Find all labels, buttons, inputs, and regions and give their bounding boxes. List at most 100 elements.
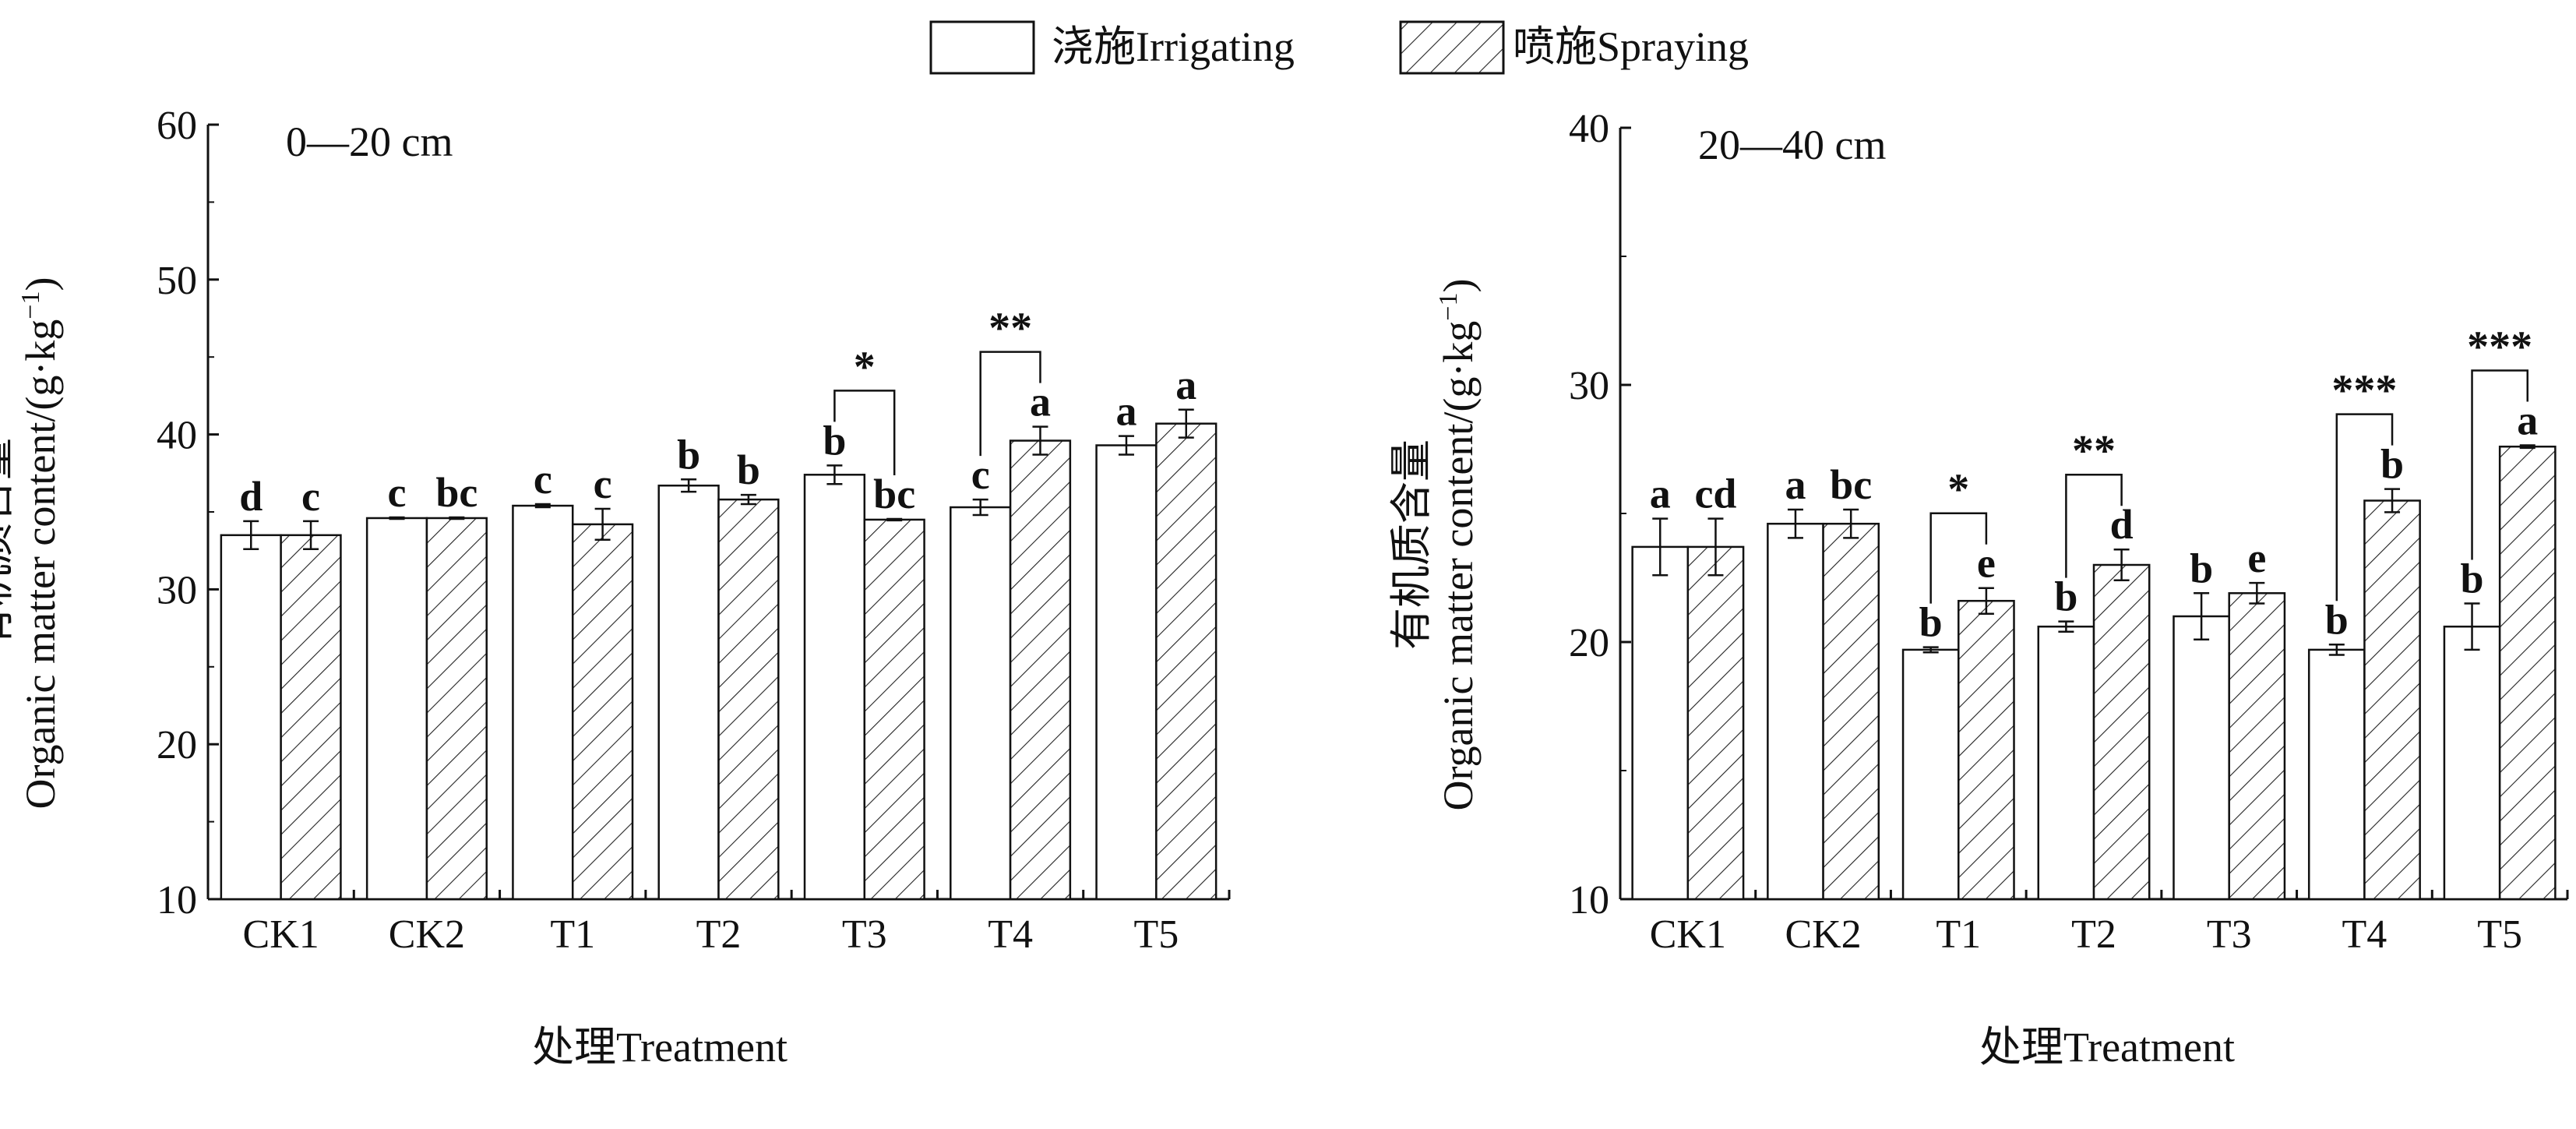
x-tick-label: CK1 bbox=[1650, 912, 1726, 957]
legend-label-irrigating: 浇施Irrigating bbox=[1052, 23, 1295, 70]
significance-letter: d bbox=[239, 473, 263, 520]
y-axis-label-cn: 有机质含量 bbox=[0, 438, 17, 648]
significance-letter: b bbox=[2325, 596, 2349, 643]
y-tick-label: 50 bbox=[157, 259, 197, 303]
bar-irrigating bbox=[803, 474, 866, 901]
significance-letter: b bbox=[2380, 441, 2404, 488]
y-axis-label-en: Organic matter content/(g·kg bbox=[17, 319, 64, 810]
bar-irrigating bbox=[657, 484, 720, 901]
significance-letter: a bbox=[1175, 362, 1196, 408]
y-axis-label: 有机质含量Organic matter content/(g·kg−1) bbox=[0, 277, 64, 810]
significance-letter: bc bbox=[1830, 461, 1872, 508]
y-axis-label-sup: −1 bbox=[16, 291, 45, 319]
bar-spraying bbox=[2498, 445, 2557, 901]
chart-panel-0-20cm: 10 20 30 40 50 60 0—20 cm 处理Treatment 有机质含量Organ… bbox=[0, 104, 1231, 1071]
bar-irrigating bbox=[365, 517, 428, 901]
y-tick-label: 10 bbox=[1569, 878, 1609, 923]
significance-stars: ** bbox=[2072, 427, 2116, 475]
panel-title: 20—40 cm bbox=[1698, 122, 1886, 168]
x-tick-label: T4 bbox=[2342, 912, 2387, 957]
x-axis-label: 处理Treatment bbox=[532, 1024, 788, 1071]
panel-title: 0—20 cm bbox=[286, 118, 453, 165]
significance-letter: b bbox=[737, 446, 760, 493]
significance-bracket bbox=[979, 351, 1041, 457]
x-tick-label: T4 bbox=[988, 912, 1033, 957]
x-tick-label: T1 bbox=[550, 912, 595, 957]
y-axis-label-close: ) bbox=[1435, 279, 1482, 293]
y-axis-label-cn: 有机质含量 bbox=[1388, 439, 1435, 650]
significance-bracket bbox=[1929, 512, 1988, 604]
significance-letter: a bbox=[2517, 397, 2538, 444]
y-tick-label: 60 bbox=[157, 104, 197, 148]
bar-spraying bbox=[717, 498, 780, 901]
significance-letter: d bbox=[2110, 501, 2134, 548]
bar-spraying bbox=[1958, 599, 2015, 901]
legend: 浇施Irrigating 喷施Spraying bbox=[929, 20, 1749, 75]
significance-stars: ** bbox=[988, 305, 1032, 353]
significance-letter: e bbox=[2247, 535, 2266, 581]
significance-stars: * bbox=[1947, 466, 1969, 514]
bar-spraying bbox=[1155, 422, 1218, 901]
bar-spraying bbox=[2092, 563, 2151, 901]
significance-letter: e bbox=[1977, 540, 1996, 587]
bar-spraying bbox=[1686, 545, 1745, 901]
x-tick-label: CK2 bbox=[389, 912, 465, 957]
legend-label-spraying: 喷施Spraying bbox=[1513, 23, 1749, 70]
significance-letter: a bbox=[1030, 379, 1051, 425]
bar-spraying bbox=[280, 534, 342, 901]
y-tick-label: 40 bbox=[157, 414, 197, 458]
bar-irrigating bbox=[950, 506, 1012, 901]
y-axis-label-en: Organic matter content/(g·kg bbox=[1435, 321, 1482, 811]
bar-irrigating bbox=[1631, 545, 1690, 901]
significance-bracket bbox=[2471, 369, 2528, 560]
significance-letter: c bbox=[388, 469, 407, 516]
bar-irrigating bbox=[2173, 615, 2230, 901]
significance-letter: bc bbox=[873, 471, 915, 517]
significance-letter: b bbox=[2054, 573, 2077, 620]
bar-spraying bbox=[1009, 439, 1072, 901]
significance-letter: a bbox=[1785, 461, 1806, 508]
x-tick-label: T3 bbox=[2207, 912, 2252, 957]
chart-panel-20-40cm: 10 20 30 40 20—40 cm 处理Treatment 有机质含量Organic … bbox=[1388, 107, 2569, 1071]
x-tick-label: T1 bbox=[1936, 912, 1981, 957]
significance-letter: c bbox=[301, 473, 320, 520]
y-tick-label: 20 bbox=[1569, 621, 1609, 665]
y-tick-label: 40 bbox=[1569, 107, 1609, 151]
significance-stars: * bbox=[854, 343, 876, 391]
significance-bracket bbox=[2335, 413, 2394, 602]
significance-letter: b bbox=[823, 417, 846, 464]
x-tick-label: CK1 bbox=[243, 912, 319, 957]
bar-spraying bbox=[1822, 522, 1880, 901]
bar-spraying bbox=[863, 518, 925, 901]
significance-letter: b bbox=[677, 431, 700, 478]
x-tick-label: CK2 bbox=[1785, 912, 1861, 957]
y-axis-label: 有机质含量Organic matter content/(g·kg−1) bbox=[1388, 279, 1482, 811]
y-tick-label: 30 bbox=[1569, 364, 1609, 408]
legend-swatch-spraying bbox=[1399, 20, 1505, 75]
bar-irrigating bbox=[220, 534, 282, 901]
y-tick-label: 20 bbox=[157, 723, 197, 767]
significance-letter: b bbox=[2461, 556, 2484, 602]
x-tick-label: T2 bbox=[2071, 912, 2116, 957]
significance-letter: bc bbox=[435, 469, 477, 516]
significance-bracket bbox=[2065, 473, 2123, 578]
significance-bracket bbox=[833, 390, 896, 475]
significance-stars: *** bbox=[2467, 323, 2532, 372]
x-tick-label: T5 bbox=[2477, 912, 2522, 957]
significance-letter: b bbox=[1919, 599, 1943, 646]
bar-irrigating bbox=[512, 504, 574, 901]
bar-irrigating bbox=[2307, 648, 2366, 901]
bar-spraying bbox=[425, 517, 488, 901]
y-axis-label-sup: −1 bbox=[1434, 293, 1463, 321]
significance-letter: b bbox=[2190, 545, 2213, 591]
bar-spraying bbox=[2363, 499, 2421, 901]
x-axis-label: 处理Treatment bbox=[1979, 1024, 2235, 1071]
bar-spraying bbox=[571, 523, 634, 901]
bar-irrigating bbox=[2443, 625, 2501, 901]
x-tick-label: T5 bbox=[1133, 912, 1179, 957]
bar-irrigating bbox=[1901, 648, 1960, 901]
bar-spraying bbox=[2228, 592, 2286, 901]
y-tick-label: 10 bbox=[157, 878, 197, 923]
x-tick-label: T3 bbox=[842, 912, 887, 957]
